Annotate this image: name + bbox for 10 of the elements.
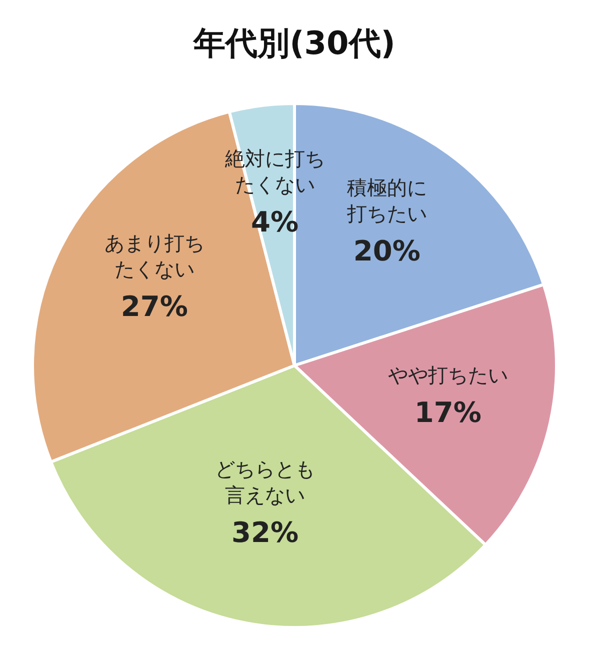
data-label: 32%: [232, 516, 299, 549]
slice-label: やや打ちたい: [388, 362, 508, 387]
slice-label: あまり打ちたくない: [104, 231, 204, 282]
slice-label: 積極的に打ちたい: [346, 175, 427, 226]
chart-title: 年代別(30代): [192, 24, 396, 62]
data-label: 20%: [353, 234, 420, 268]
data-label: 17%: [414, 396, 482, 429]
data-label: 4%: [251, 206, 299, 239]
slice-label: どちらとも言えない: [215, 456, 316, 507]
data-label: 27%: [120, 290, 188, 324]
